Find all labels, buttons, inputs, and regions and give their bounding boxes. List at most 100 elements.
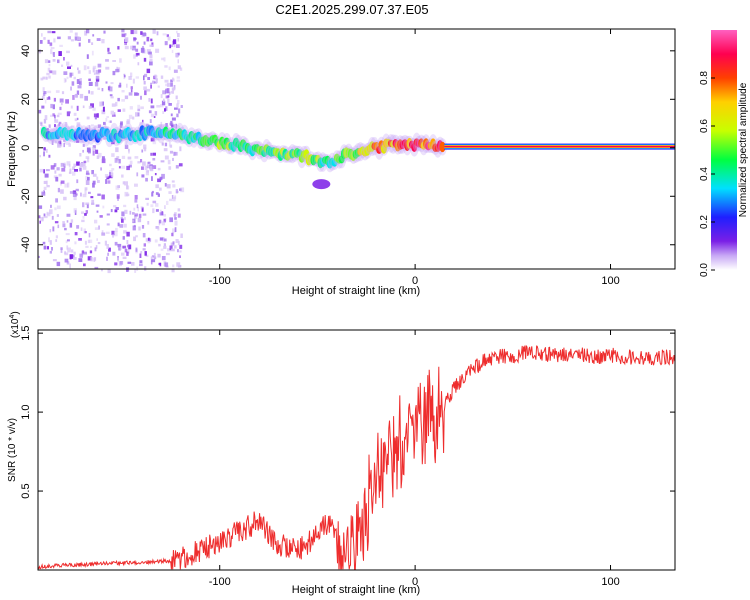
noise-speckle <box>52 104 55 110</box>
noise-speckle <box>133 54 136 59</box>
noise-speckle <box>159 187 162 191</box>
noise-speckle <box>43 190 45 194</box>
noise-speckle <box>143 57 147 62</box>
noise-speckle <box>174 220 178 226</box>
noise-speckle <box>90 245 92 248</box>
noise-speckle <box>95 204 100 207</box>
noise-speckle <box>92 34 95 37</box>
noise-speckle <box>149 58 153 62</box>
noise-speckle <box>124 75 126 78</box>
noise-speckle <box>180 233 183 238</box>
noise-speckle <box>161 142 164 146</box>
noise-speckle <box>116 156 120 161</box>
noise-speckle <box>66 213 71 217</box>
noise-speckle <box>98 69 102 73</box>
noise-speckle <box>159 237 164 241</box>
noise-speckle <box>114 209 118 213</box>
noise-speckle <box>89 250 93 254</box>
noise-speckle <box>172 264 175 268</box>
noise-speckle <box>69 191 74 194</box>
noise-speckle <box>77 70 81 74</box>
noise-speckle <box>145 197 149 200</box>
noise-speckle <box>63 139 66 142</box>
noise-speckle <box>88 148 91 154</box>
noise-speckle <box>74 94 78 98</box>
noise-speckle <box>50 114 53 117</box>
noise-speckle <box>134 92 138 96</box>
noise-speckle <box>92 65 97 70</box>
noise-speckle <box>129 210 132 215</box>
noise-speckle <box>84 213 87 216</box>
noise-speckle <box>173 44 176 48</box>
noise-speckle <box>126 83 128 88</box>
noise-speckle <box>121 155 126 159</box>
noise-speckle <box>145 254 149 257</box>
noise-speckle <box>177 240 180 246</box>
noise-speckle <box>157 253 161 258</box>
noise-speckle <box>44 59 49 64</box>
noise-speckle <box>57 187 60 193</box>
noise-speckle <box>96 38 101 41</box>
noise-speckle <box>86 204 89 209</box>
noise-speckle <box>53 97 56 102</box>
noise-speckle <box>111 172 114 178</box>
noise-speckle <box>109 163 112 167</box>
noise-speckle <box>176 79 181 82</box>
noise-speckle <box>115 68 120 73</box>
noise-speckle <box>97 124 102 129</box>
noise-speckle <box>66 220 69 223</box>
noise-speckle <box>175 165 179 169</box>
noise-speckle <box>169 44 172 49</box>
noise-speckle <box>160 94 163 99</box>
noise-speckle <box>132 225 136 231</box>
noise-speckle <box>148 98 151 102</box>
noise-speckle <box>94 266 99 270</box>
noise-speckle <box>42 87 45 92</box>
noise-speckle <box>74 169 78 172</box>
noise-speckle <box>46 72 50 76</box>
noise-speckle <box>91 170 94 175</box>
noise-speckle <box>101 230 104 233</box>
noise-speckle <box>54 170 57 174</box>
noise-speckle <box>87 239 91 244</box>
noise-speckle <box>161 173 165 179</box>
noise-speckle <box>103 30 106 34</box>
noise-speckle <box>133 236 136 242</box>
noise-speckle <box>137 112 140 117</box>
noise-speckle <box>113 205 117 208</box>
noise-speckle <box>64 162 66 167</box>
noise-speckle <box>171 195 174 199</box>
noise-speckle <box>147 77 150 80</box>
noise-speckle <box>88 90 90 94</box>
noise-speckle <box>88 233 91 238</box>
noise-speckle <box>161 221 165 226</box>
noise-speckle <box>88 78 91 81</box>
noise-speckle <box>123 204 127 208</box>
noise-speckle <box>128 114 133 119</box>
noise-speckle <box>135 76 139 79</box>
noise-speckle <box>72 191 77 197</box>
noise-speckle <box>70 64 73 67</box>
noise-speckle <box>165 88 169 94</box>
noise-speckle <box>134 215 137 219</box>
noise-speckle <box>48 154 51 158</box>
noise-speckle <box>173 85 176 90</box>
x-tick-label: 100 <box>601 576 619 588</box>
noise-speckle <box>177 59 179 64</box>
noise-speckle <box>167 98 170 104</box>
noise-speckle <box>128 164 132 168</box>
noise-speckle <box>159 212 164 216</box>
noise-speckle <box>134 213 138 217</box>
noise-speckle <box>144 251 147 256</box>
noise-speckle <box>70 105 73 109</box>
noise-speckle <box>121 218 124 223</box>
snr-multiplier-exponent: 4 <box>9 315 16 319</box>
noise-speckle <box>92 145 96 148</box>
noise-speckle <box>52 59 56 62</box>
noise-speckle <box>117 222 120 227</box>
noise-speckle <box>60 142 63 148</box>
colorbar-bar <box>711 30 737 270</box>
noise-speckle <box>150 82 152 85</box>
noise-speckle <box>63 142 65 148</box>
noise-speckle <box>97 63 102 68</box>
